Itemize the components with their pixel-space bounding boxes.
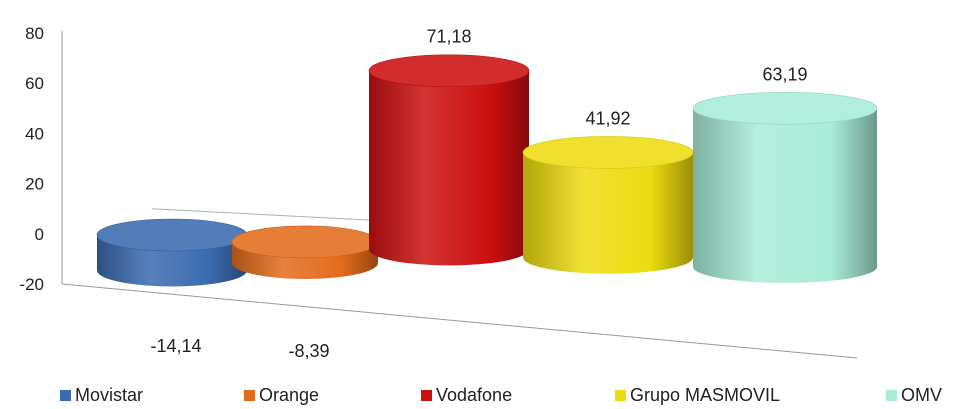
data-label: -8,39	[288, 341, 329, 361]
axes: 80 60 40 20 0 -20	[19, 24, 878, 359]
y-tick-label: 40	[25, 124, 44, 143]
legend-item: Vodafone	[421, 385, 512, 406]
legend-swatch	[244, 390, 255, 401]
legend-label: Orange	[259, 385, 320, 405]
y-tick-label: 80	[25, 24, 44, 43]
bar-body	[523, 152, 693, 274]
legend-swatch	[421, 390, 432, 401]
bar-body	[369, 70, 529, 266]
legend-label: Vodafone	[436, 385, 513, 405]
y-tick-label: 20	[25, 175, 44, 194]
bar-top	[368, 54, 530, 88]
legend-item: Movistar	[60, 385, 143, 406]
bar-body	[693, 108, 877, 283]
bar-top	[692, 91, 878, 125]
data-label: 63,19	[762, 64, 807, 84]
bar-movistar	[96, 218, 248, 287]
bar-top	[522, 136, 694, 169]
legend-item: Orange	[244, 385, 319, 406]
legend-swatch	[886, 390, 897, 401]
legend-label: Grupo MASMOVIL	[630, 385, 781, 405]
bar-top	[96, 218, 248, 252]
bar-top	[231, 225, 379, 259]
bar-omv	[692, 91, 878, 283]
legend-item: Grupo MASMOVIL	[615, 385, 780, 406]
chart-svg: 80 60 40 20 0 -20 -14,14 -8,39 71,18 41,92 63,19	[19, 24, 878, 361]
legend-label: OMV	[901, 385, 943, 405]
y-tick-label: 0	[35, 225, 44, 244]
legend-swatch	[615, 390, 626, 401]
data-label: -14,14	[150, 336, 201, 356]
legend: Movistar Orange Vodafone Grupo MASMOVIL OMV	[0, 385, 955, 409]
bars	[96, 54, 878, 287]
legend-label: Movistar	[75, 385, 144, 405]
legend-swatch	[60, 390, 71, 401]
y-tick-label: 60	[25, 74, 44, 93]
x-axis-line	[61, 283, 858, 359]
legend-item: OMV	[886, 385, 942, 406]
bar-vodafone	[368, 54, 530, 266]
data-label: 41,92	[585, 108, 630, 128]
bar-orange	[231, 225, 379, 279]
data-label: 71,18	[426, 27, 471, 47]
data-labels: -14,14 -8,39 71,18 41,92 63,19	[150, 27, 807, 361]
y-tick-label: -20	[19, 275, 44, 294]
bar-grupo-masmovil	[522, 136, 694, 274]
